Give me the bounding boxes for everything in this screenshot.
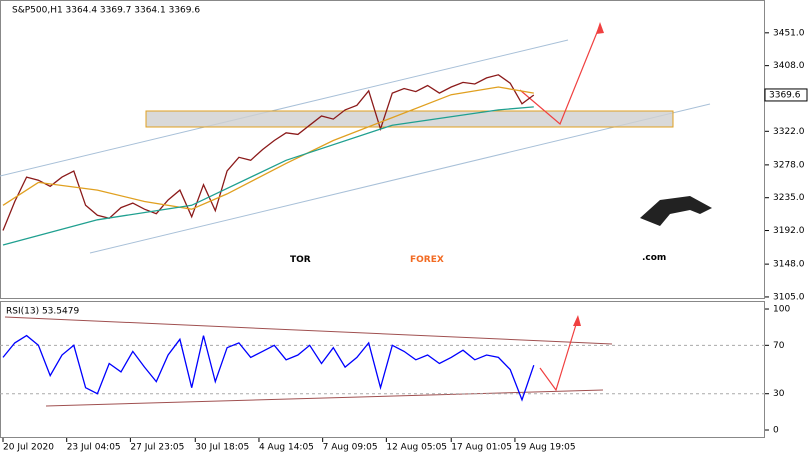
forecast-arrow bbox=[539, 317, 579, 392]
x-tick-label: 27 Jul 23:05 bbox=[130, 443, 184, 453]
arrow-head bbox=[596, 22, 604, 34]
series-line bbox=[2, 334, 535, 402]
y-tick-label: 100 bbox=[773, 305, 790, 315]
y-tick-label: 3408.0 bbox=[773, 61, 805, 71]
x-tick-label: 7 Aug 09:05 bbox=[323, 443, 378, 453]
y-tick-label: 30 bbox=[773, 389, 785, 399]
y-tick-label: 3451.0 bbox=[773, 28, 805, 38]
forecast-arrow bbox=[519, 24, 601, 125]
rsi-panel bbox=[0, 301, 765, 438]
y-tick-label: 70 bbox=[773, 341, 785, 351]
price-tag-label: 3369.6 bbox=[769, 90, 801, 100]
watermark: FOREX bbox=[410, 255, 444, 265]
zone bbox=[145, 110, 674, 128]
y-tick-label: 0 bbox=[773, 426, 779, 436]
y-tick-label: 3322.0 bbox=[773, 127, 805, 137]
series-line bbox=[2, 86, 534, 210]
x-tick-label: 12 Aug 05:05 bbox=[386, 443, 447, 453]
y-tick-label: 3148.0 bbox=[773, 260, 805, 270]
arrow-head bbox=[573, 315, 581, 326]
price-tag bbox=[764, 88, 808, 102]
rsi-title: RSI(13) 53.5479 bbox=[6, 307, 79, 317]
x-tick-label: 17 Aug 01:05 bbox=[451, 443, 512, 453]
y-tick-label: 3235.0 bbox=[773, 193, 805, 203]
watermark: TOR bbox=[290, 255, 311, 265]
rsi-trend bbox=[4, 316, 613, 345]
price-panel bbox=[0, 0, 765, 299]
x-tick-label: 23 Jul 04:05 bbox=[67, 443, 121, 453]
y-tick-label: 3105.0 bbox=[773, 292, 805, 302]
x-tick-label: 19 Aug 19:05 bbox=[515, 443, 576, 453]
x-tick-label: 20 Jul 2020 bbox=[3, 443, 54, 453]
chart-title: S&P500,H1 3364.4 3369.7 3364.1 3369.6 bbox=[12, 6, 200, 16]
rsi-trend bbox=[45, 389, 604, 407]
channel-line bbox=[0, 39, 569, 177]
channel-line bbox=[89, 103, 711, 254]
x-tick-label: 30 Jul 18:05 bbox=[195, 443, 249, 453]
watermark: .com bbox=[642, 253, 666, 263]
series-line bbox=[2, 74, 535, 231]
bull-icon bbox=[640, 196, 712, 226]
y-tick-label: 3278.0 bbox=[773, 160, 805, 170]
x-tick-label: 4 Aug 14:05 bbox=[259, 443, 314, 453]
series-line bbox=[2, 106, 534, 246]
y-tick-label: 3192.0 bbox=[773, 226, 805, 236]
